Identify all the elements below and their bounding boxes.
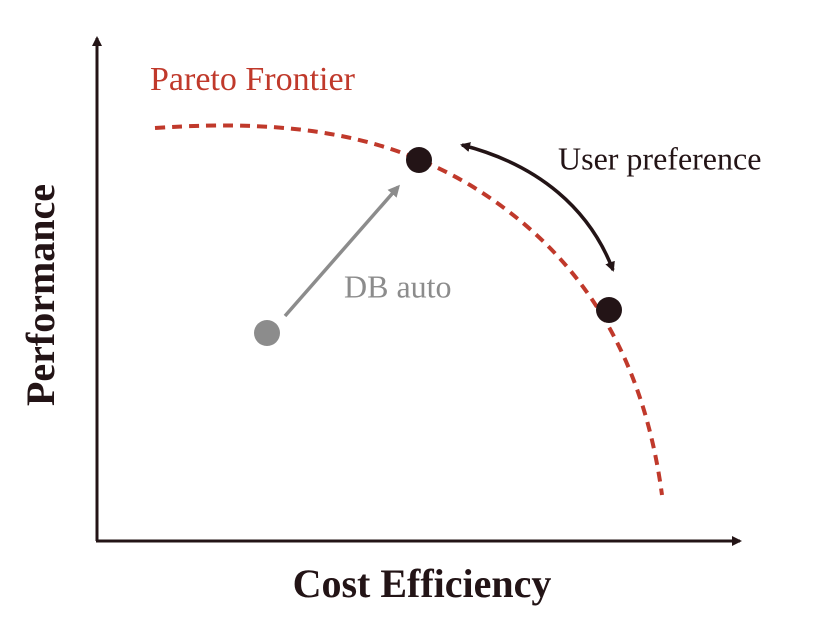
preference-arrow — [460, 142, 615, 272]
frontier-label: Pareto Frontier — [150, 61, 356, 98]
pareto-frontier — [154, 123, 664, 496]
auto-point — [254, 320, 280, 346]
y-axis-label: Performance — [18, 184, 63, 406]
auto-arrow — [283, 184, 400, 318]
frontier-point — [596, 297, 622, 323]
auto-label: DB auto — [344, 268, 452, 304]
frontier-point — [406, 147, 432, 173]
user-label: User preference — [558, 140, 761, 176]
x-axis-label: Cost Efficiency — [293, 561, 552, 606]
